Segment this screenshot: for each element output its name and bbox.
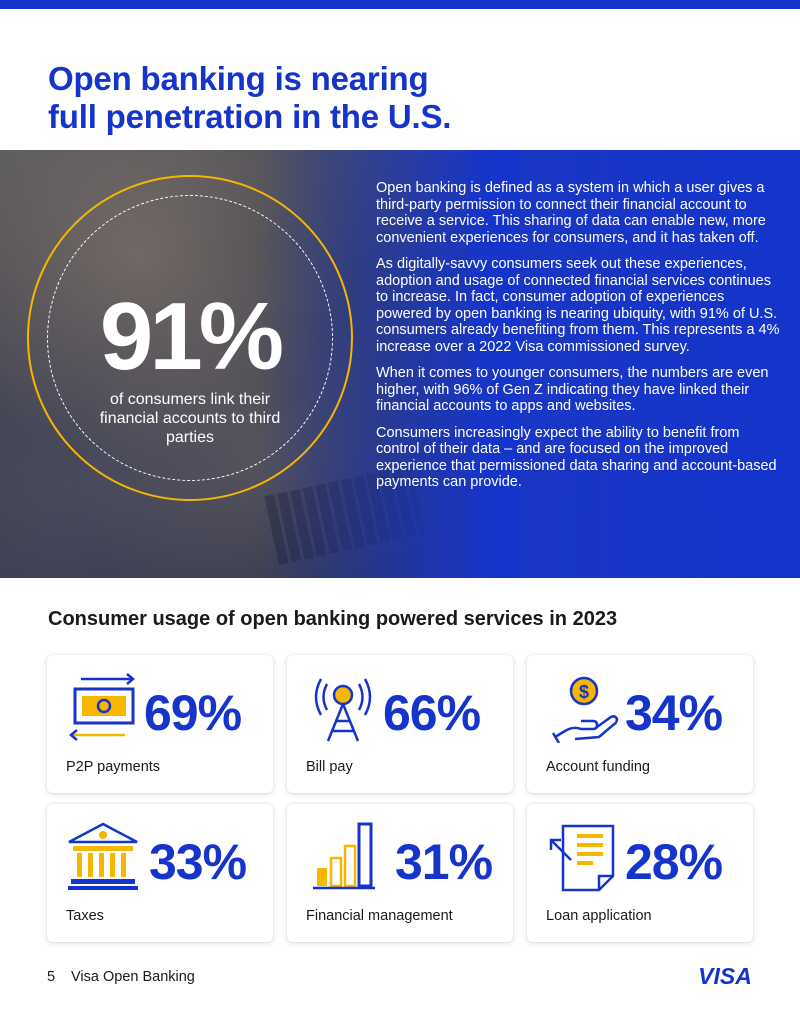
visa-logo: VISA: [698, 963, 752, 989]
top-accent-bar: [0, 0, 800, 9]
usage-card-label: Account funding: [546, 759, 650, 775]
usage-card-label: Bill pay: [306, 759, 353, 775]
usage-card-value: 31%: [395, 834, 493, 890]
usage-card-label: Taxes: [66, 908, 104, 924]
government-building-icon: [68, 822, 138, 890]
stat-ring-inner: [47, 195, 333, 481]
hero-paragraph: Open banking is defined as a system in w…: [376, 180, 766, 246]
usage-card-value: 33%: [149, 834, 247, 890]
usage-card-bill-pay: 66% Bill pay: [287, 655, 513, 793]
usage-section-heading: Consumer usage of open banking powered s…: [48, 608, 618, 630]
page-title-line-1: Open banking is nearing: [48, 60, 429, 97]
visa-logo-text: VISA: [698, 963, 752, 989]
hero-paragraph: When it comes to younger consumers, the …: [376, 365, 769, 414]
document-icon: [549, 824, 615, 892]
usage-card-account-funding: $ 34% Account funding: [527, 655, 753, 793]
usage-card-value: 69%: [144, 685, 242, 741]
page-title: Open banking is nearing full penetration…: [48, 60, 748, 136]
hero-paragraph: As digitally-savvy consumers seek out th…: [376, 256, 780, 355]
hero-paragraph: Consumers increasingly expect the abilit…: [376, 424, 777, 491]
footer-doc-title: Visa Open Banking: [71, 969, 195, 985]
hero-body-text: Open banking is defined as a system in w…: [376, 180, 781, 501]
usage-card-value: 28%: [625, 834, 723, 890]
usage-card-value: 66%: [383, 685, 481, 741]
usage-card-label: P2P payments: [66, 759, 161, 775]
page-title-line-2: full penetration in the U.S.: [48, 98, 452, 135]
hero-stat-caption: of consumers link their financial accoun…: [99, 391, 281, 446]
page-number: 5: [47, 969, 56, 985]
usage-card-loan-application: 28% Loan application: [527, 804, 753, 942]
usage-card-label: Financial management: [306, 908, 453, 924]
usage-card-p2p-payments: 69% P2P payments: [47, 655, 273, 793]
signal-tower-icon: [314, 678, 372, 742]
bar-chart-icon: [313, 822, 375, 890]
usage-card-taxes: 33% Taxes: [47, 804, 273, 942]
stat-ring-outer: [27, 175, 353, 501]
hand-coin-icon: $: [551, 676, 619, 743]
usage-card-financial-management: 31% Financial management: [287, 804, 513, 942]
hero-stat-value: 91%: [99, 283, 284, 390]
money-transfer-icon: [69, 673, 135, 741]
svg-text:$: $: [579, 682, 589, 702]
usage-card-label: Loan application: [546, 908, 652, 924]
usage-card-value: 34%: [625, 685, 723, 741]
